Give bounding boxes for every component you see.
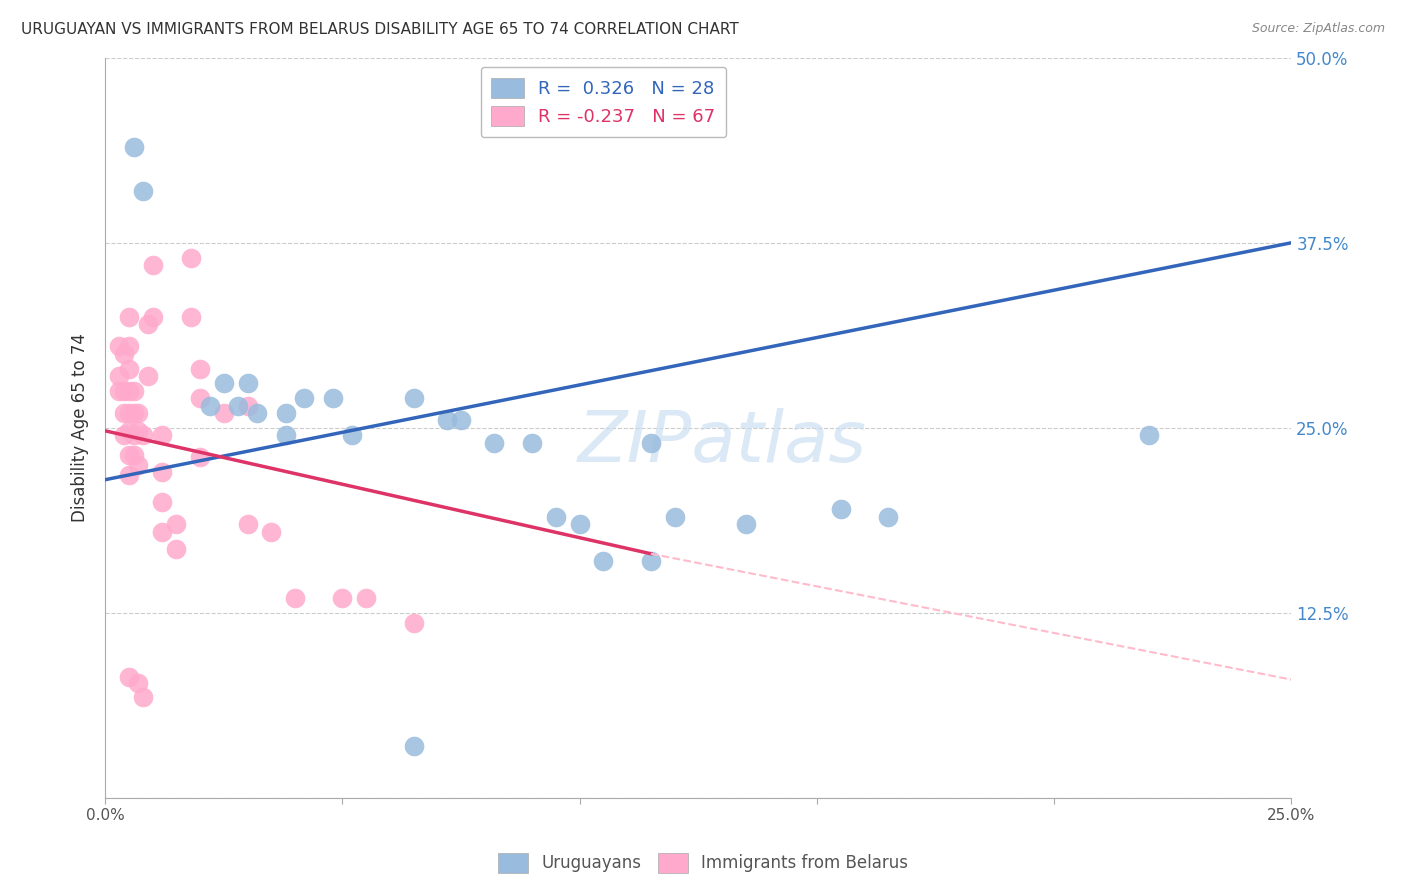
Legend: R =  0.326   N = 28, R = -0.237   N = 67: R = 0.326 N = 28, R = -0.237 N = 67: [481, 67, 727, 137]
Point: [236, 376, 259, 391]
Point: [132, 428, 155, 442]
Point: [118, 361, 141, 376]
Point: [188, 450, 211, 465]
Point: [522, 435, 544, 450]
Point: [484, 435, 506, 450]
Point: [340, 428, 363, 442]
Point: [284, 591, 307, 606]
Point: [592, 554, 614, 568]
Point: [226, 399, 249, 413]
Point: [150, 524, 173, 539]
Point: [132, 184, 155, 198]
Point: [122, 406, 145, 420]
Legend: Uruguayans, Immigrants from Belarus: Uruguayans, Immigrants from Belarus: [491, 847, 915, 880]
Point: [180, 251, 202, 265]
Point: [118, 406, 141, 420]
Point: [640, 435, 662, 450]
Point: [150, 465, 173, 479]
Point: [127, 406, 149, 420]
Point: [112, 428, 135, 442]
Point: [118, 424, 141, 438]
Point: [734, 517, 756, 532]
Point: [165, 517, 187, 532]
Point: [198, 399, 221, 413]
Point: [150, 495, 173, 509]
Point: [118, 468, 141, 483]
Point: [1137, 428, 1160, 442]
Point: [294, 391, 316, 405]
Point: [180, 310, 202, 324]
Point: [127, 424, 149, 438]
Text: URUGUAYAN VS IMMIGRANTS FROM BELARUS DISABILITY AGE 65 TO 74 CORRELATION CHART: URUGUAYAN VS IMMIGRANTS FROM BELARUS DIS…: [21, 22, 738, 37]
Point: [830, 502, 852, 516]
Point: [322, 391, 344, 405]
Point: [132, 690, 155, 705]
Point: [127, 675, 149, 690]
Point: [127, 458, 149, 472]
Point: [188, 391, 211, 405]
Point: [112, 406, 135, 420]
Point: [664, 509, 686, 524]
Point: [122, 448, 145, 462]
Point: [236, 399, 259, 413]
Point: [260, 524, 283, 539]
Point: [122, 384, 145, 398]
Point: [212, 376, 235, 391]
Point: [212, 406, 235, 420]
Point: [436, 413, 458, 427]
Point: [108, 369, 131, 384]
Point: [122, 139, 145, 153]
Point: [112, 347, 135, 361]
Point: [108, 339, 131, 353]
Point: [150, 428, 173, 442]
Point: [568, 517, 591, 532]
Point: [122, 428, 145, 442]
Point: [118, 448, 141, 462]
Point: [450, 413, 472, 427]
Point: [402, 391, 425, 405]
Y-axis label: Disability Age 65 to 74: Disability Age 65 to 74: [72, 334, 89, 523]
Point: [877, 509, 900, 524]
Point: [136, 369, 159, 384]
Text: Source: ZipAtlas.com: Source: ZipAtlas.com: [1251, 22, 1385, 36]
Point: [118, 339, 141, 353]
Point: [118, 310, 141, 324]
Point: [236, 517, 259, 532]
Text: ZIPatlas: ZIPatlas: [578, 409, 866, 477]
Point: [136, 317, 159, 331]
Point: [332, 591, 354, 606]
Point: [544, 509, 567, 524]
Point: [640, 554, 662, 568]
Point: [165, 542, 187, 557]
Point: [142, 258, 165, 272]
Point: [354, 591, 377, 606]
Point: [246, 406, 269, 420]
Point: [402, 739, 425, 754]
Point: [118, 384, 141, 398]
Point: [188, 361, 211, 376]
Point: [274, 406, 297, 420]
Point: [274, 428, 297, 442]
Point: [112, 384, 135, 398]
Point: [402, 616, 425, 631]
Point: [108, 384, 131, 398]
Point: [118, 670, 141, 684]
Point: [142, 310, 165, 324]
